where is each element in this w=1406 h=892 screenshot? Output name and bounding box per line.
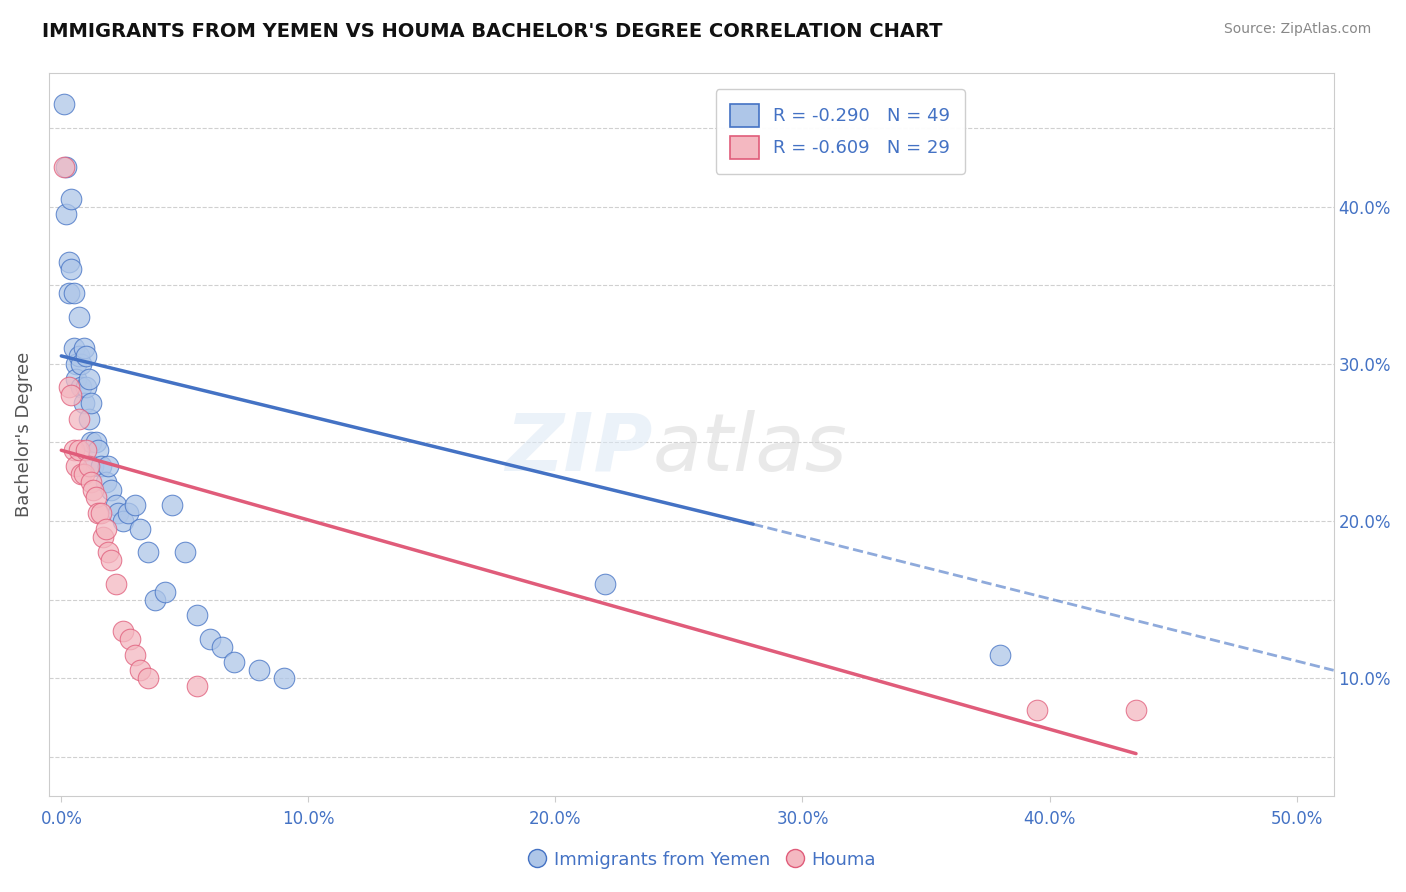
Point xyxy=(153,584,176,599)
Point xyxy=(67,412,90,426)
Point xyxy=(143,592,166,607)
Point xyxy=(55,161,77,175)
Point xyxy=(173,545,195,559)
Point xyxy=(112,624,135,638)
Point xyxy=(80,396,103,410)
Point xyxy=(62,286,84,301)
Point xyxy=(87,443,110,458)
Point xyxy=(52,161,75,175)
Point xyxy=(70,357,93,371)
Text: IMMIGRANTS FROM YEMEN VS HOUMA BACHELOR'S DEGREE CORRELATION CHART: IMMIGRANTS FROM YEMEN VS HOUMA BACHELOR'… xyxy=(42,22,942,41)
Point xyxy=(247,663,270,677)
Point xyxy=(100,483,122,497)
Point xyxy=(124,498,146,512)
Point xyxy=(117,506,139,520)
Point xyxy=(136,671,159,685)
Point xyxy=(186,679,208,693)
Point xyxy=(104,498,127,512)
Point xyxy=(129,522,152,536)
Point xyxy=(72,467,94,481)
Point xyxy=(97,545,120,559)
Point xyxy=(65,372,87,386)
Point xyxy=(82,458,104,473)
Point xyxy=(94,475,117,489)
Point xyxy=(65,357,87,371)
Point xyxy=(62,443,84,458)
Legend: R = -0.290   N = 49, R = -0.609   N = 29: R = -0.290 N = 49, R = -0.609 N = 29 xyxy=(716,89,965,174)
Point xyxy=(82,483,104,497)
Point xyxy=(112,514,135,528)
Legend: Immigrants from Yemen, Houma: Immigrants from Yemen, Houma xyxy=(523,844,883,876)
Point xyxy=(70,467,93,481)
Point xyxy=(90,458,112,473)
Point xyxy=(87,506,110,520)
Point xyxy=(72,396,94,410)
Point xyxy=(75,349,97,363)
Point xyxy=(58,286,80,301)
Point xyxy=(107,506,129,520)
Point xyxy=(273,671,295,685)
Point xyxy=(162,498,184,512)
Point xyxy=(104,577,127,591)
Point xyxy=(75,380,97,394)
Point xyxy=(60,388,83,402)
Point xyxy=(1026,703,1049,717)
Point xyxy=(129,663,152,677)
Point xyxy=(58,380,80,394)
Point xyxy=(136,545,159,559)
Point xyxy=(52,97,75,112)
Point xyxy=(186,608,208,623)
Point xyxy=(60,192,83,206)
Point xyxy=(60,262,83,277)
Point xyxy=(72,341,94,355)
Point xyxy=(77,372,100,386)
Point xyxy=(67,443,90,458)
Point xyxy=(100,553,122,567)
Point xyxy=(58,254,80,268)
Point xyxy=(91,530,114,544)
Point xyxy=(77,458,100,473)
Text: ZIP: ZIP xyxy=(505,410,652,488)
Point xyxy=(84,491,107,505)
Point xyxy=(224,656,246,670)
Point xyxy=(124,648,146,662)
Point xyxy=(67,349,90,363)
Point xyxy=(84,435,107,450)
Point xyxy=(120,632,142,646)
Point xyxy=(62,341,84,355)
Point xyxy=(77,412,100,426)
Text: Source: ZipAtlas.com: Source: ZipAtlas.com xyxy=(1223,22,1371,37)
Point xyxy=(97,458,120,473)
Point xyxy=(1125,703,1147,717)
Point xyxy=(94,522,117,536)
Point xyxy=(70,380,93,394)
Point xyxy=(988,648,1011,662)
Point xyxy=(80,435,103,450)
Point xyxy=(75,443,97,458)
Point xyxy=(65,458,87,473)
Text: atlas: atlas xyxy=(652,410,848,488)
Point xyxy=(67,310,90,324)
Point xyxy=(90,506,112,520)
Point xyxy=(55,207,77,221)
Point xyxy=(198,632,221,646)
Point xyxy=(593,577,616,591)
Point xyxy=(80,475,103,489)
Y-axis label: Bachelor's Degree: Bachelor's Degree xyxy=(15,351,32,517)
Point xyxy=(211,640,233,654)
